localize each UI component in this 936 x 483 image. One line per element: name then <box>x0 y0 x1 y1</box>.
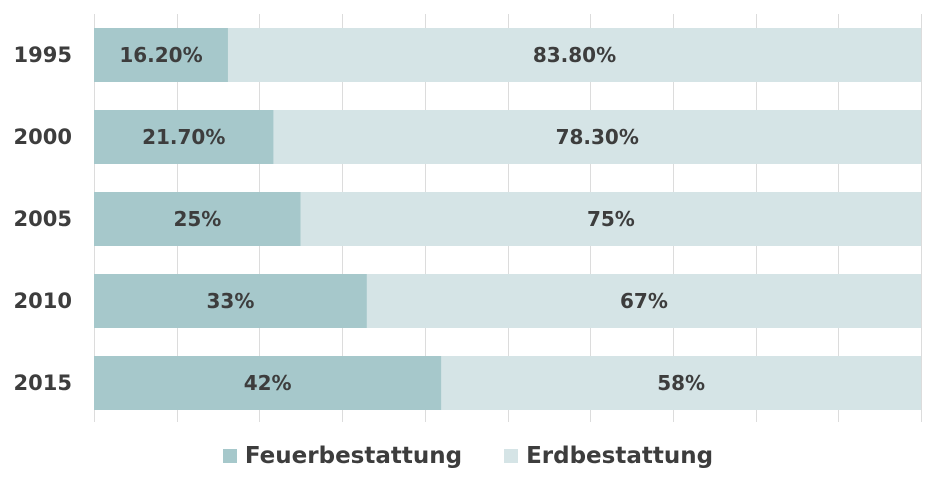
bar-erdbestattung-2000 <box>273 110 922 164</box>
category-label-2000: 2000 <box>14 125 72 149</box>
data-label-erdbestattung-2005: 75% <box>587 207 635 231</box>
data-label-erdbestattung-2010: 67% <box>620 289 668 313</box>
bar-feuerbestattung-1995 <box>94 28 228 82</box>
data-label-erdbestattung-2000: 78.30% <box>556 125 639 149</box>
category-label-2015: 2015 <box>14 371 72 395</box>
category-labels: 1995 2000 2005 2010 2015 <box>14 43 72 395</box>
bar-feuerbestattung-2005 <box>94 192 301 246</box>
legend-item-feuerbestattung: Feuerbestattung <box>222 443 463 469</box>
data-label-feuerbestattung-1995: 16.20% <box>119 43 202 67</box>
legend-label-erdbestattung: Erdbestattung <box>526 443 714 469</box>
bar-feuerbestattung-2000 <box>94 110 274 164</box>
category-label-2010: 2010 <box>14 289 72 313</box>
data-label-feuerbestattung-2005: 25% <box>173 207 221 231</box>
legend-swatch-erdbestattung <box>504 449 519 463</box>
data-label-erdbestattung-1995: 83.80% <box>533 43 616 67</box>
bars: 16.20% 83.80% 21.70% 78.30% 25% 75% 33% 67% 42% 5… <box>94 28 922 410</box>
bar-feuerbestattung-2010 <box>94 274 367 328</box>
legend: Feuerbestattung Erdbestattung <box>0 436 936 476</box>
legend-swatch-feuerbestattung <box>222 449 237 463</box>
legend-item-erdbestattung: Erdbestattung <box>504 443 713 469</box>
category-label-2005: 2005 <box>14 207 72 231</box>
bar-erdbestattung-2005 <box>300 192 921 246</box>
bar-erdbestattung-2010 <box>366 274 921 328</box>
legend-label-feuerbestattung: Feuerbestattung <box>244 443 463 469</box>
bar-erdbestattung-1995 <box>227 28 921 82</box>
bar-feuerbestattung-2015 <box>94 356 442 410</box>
category-label-1995: 1995 <box>14 43 72 67</box>
data-label-feuerbestattung-2015: 42% <box>244 371 292 395</box>
bar-erdbestattung-2015 <box>441 356 921 410</box>
data-label-feuerbestattung-2000: 21.70% <box>142 125 225 149</box>
data-label-feuerbestattung-2010: 33% <box>207 289 255 313</box>
data-label-erdbestattung-2015: 58% <box>657 371 705 395</box>
